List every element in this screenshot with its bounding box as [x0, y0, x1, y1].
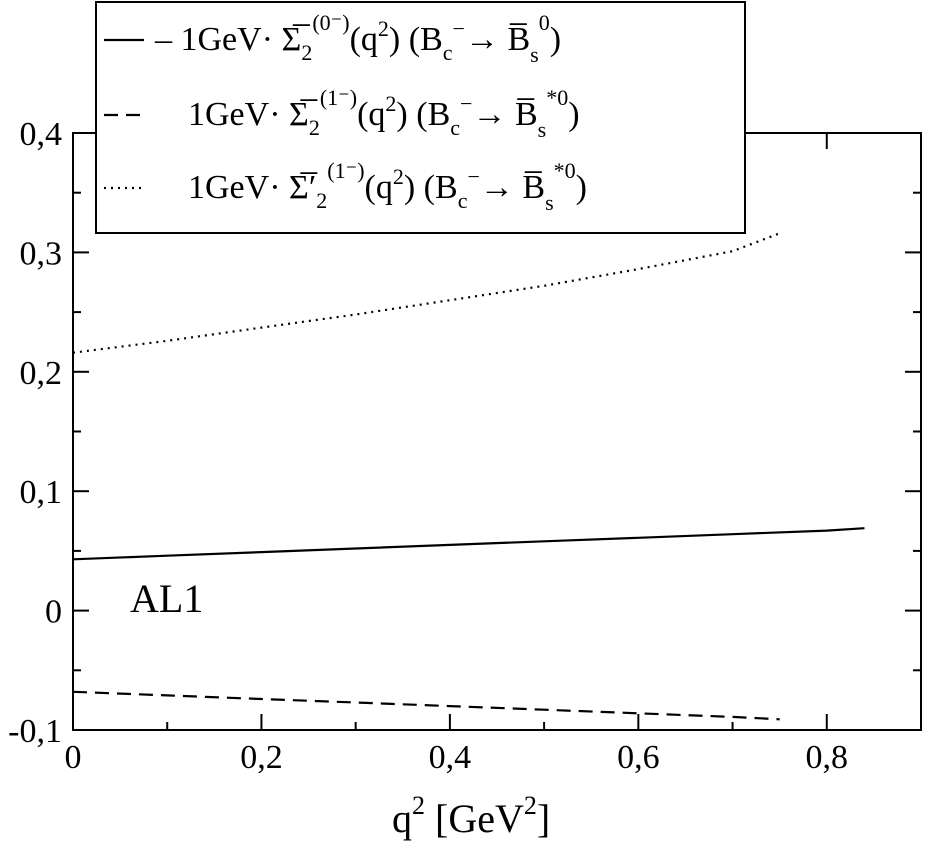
series-layer: [72, 232, 865, 721]
y-tick-label: 0: [45, 594, 62, 631]
x-axis-title: q2 [GeV2]: [392, 791, 550, 841]
x-tick-label: 0,6: [617, 739, 660, 776]
x-tick-label: 0,8: [806, 739, 849, 776]
y-tick-label: 0,3: [20, 235, 63, 272]
legend-label-dotted: 1GeV· Σ̅′2(1⁻)(q2) (Bc−→ B̅s*0): [188, 158, 587, 215]
x-tick-label: 0,2: [240, 739, 283, 776]
x-tick-label: 0: [65, 739, 82, 776]
y-tick-label: 0,2: [20, 355, 63, 392]
legend-box: [95, 1, 746, 234]
annotation-label: AL1: [130, 576, 203, 621]
tick-labels: 0 0,2 0,4 0,6 0,8-0,100,10,20,30,4: [8, 116, 848, 776]
legend: – 1GeV· Σ̅2(0⁻)(q2) (Bc−→ B̅s0)1GeV· Σ̅2…: [95, 1, 746, 234]
series-line-dashed: [72, 690, 780, 721]
legend-label-dashed: 1GeV· Σ̅2(1⁻)(q2) (Bc−→ B̅s*0): [188, 85, 580, 142]
x-tick-label: 0,4: [429, 739, 472, 776]
y-tick-label: 0,1: [20, 474, 63, 511]
series-line-dotted: [72, 232, 781, 354]
y-tick-label: -0,1: [8, 713, 62, 750]
series-line-solid: [72, 527, 865, 561]
y-tick-label: 0,4: [20, 116, 63, 153]
